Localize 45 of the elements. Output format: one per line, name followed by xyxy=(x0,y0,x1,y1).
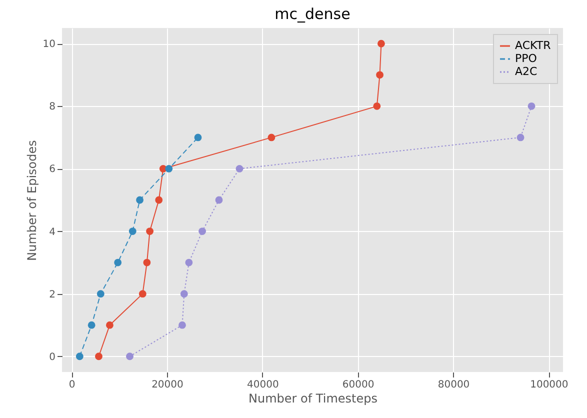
point xyxy=(88,321,96,329)
point xyxy=(373,102,381,110)
point xyxy=(528,102,536,110)
y-tick-label: 8 xyxy=(49,102,56,113)
point xyxy=(378,40,385,48)
x-tick-label: 0 xyxy=(68,380,76,390)
point xyxy=(95,352,102,360)
point xyxy=(198,228,206,235)
x-tick-label: 40000 xyxy=(246,380,279,390)
y-tick-label: 4 xyxy=(49,226,56,238)
point xyxy=(138,290,146,298)
x-tick-label: 20000 xyxy=(152,380,184,390)
point xyxy=(185,258,193,266)
point xyxy=(268,134,276,142)
x-axis-title: Number of Timesteps xyxy=(248,392,378,406)
point xyxy=(128,228,136,235)
legend-label: ACKTR xyxy=(515,39,552,52)
point xyxy=(76,352,84,360)
point xyxy=(215,196,223,204)
y-tick-label: 6 xyxy=(49,164,56,176)
point xyxy=(155,196,163,204)
y-tick-label: 0 xyxy=(49,352,56,363)
x-tick-label: 60000 xyxy=(342,380,374,390)
point xyxy=(146,228,154,235)
point xyxy=(178,321,186,329)
point xyxy=(194,134,202,142)
x-tick-label: 100000 xyxy=(530,380,568,390)
point xyxy=(165,165,173,172)
y-axis-title: Number of Episodes xyxy=(24,140,39,261)
point xyxy=(126,352,134,360)
point xyxy=(180,290,188,298)
legend-label: PPO xyxy=(515,52,538,65)
point xyxy=(114,258,122,266)
point xyxy=(143,258,151,266)
point xyxy=(376,71,384,79)
x-tick-label: 80000 xyxy=(438,380,470,390)
point xyxy=(516,134,524,142)
chart-title: mc_dense xyxy=(274,5,350,23)
y-tick-label: 10 xyxy=(42,39,56,50)
y-tick-label: 2 xyxy=(49,289,56,300)
point xyxy=(136,196,144,204)
point xyxy=(236,165,244,172)
legend-label: A2C xyxy=(515,65,538,78)
point xyxy=(106,321,114,329)
point xyxy=(96,290,104,298)
